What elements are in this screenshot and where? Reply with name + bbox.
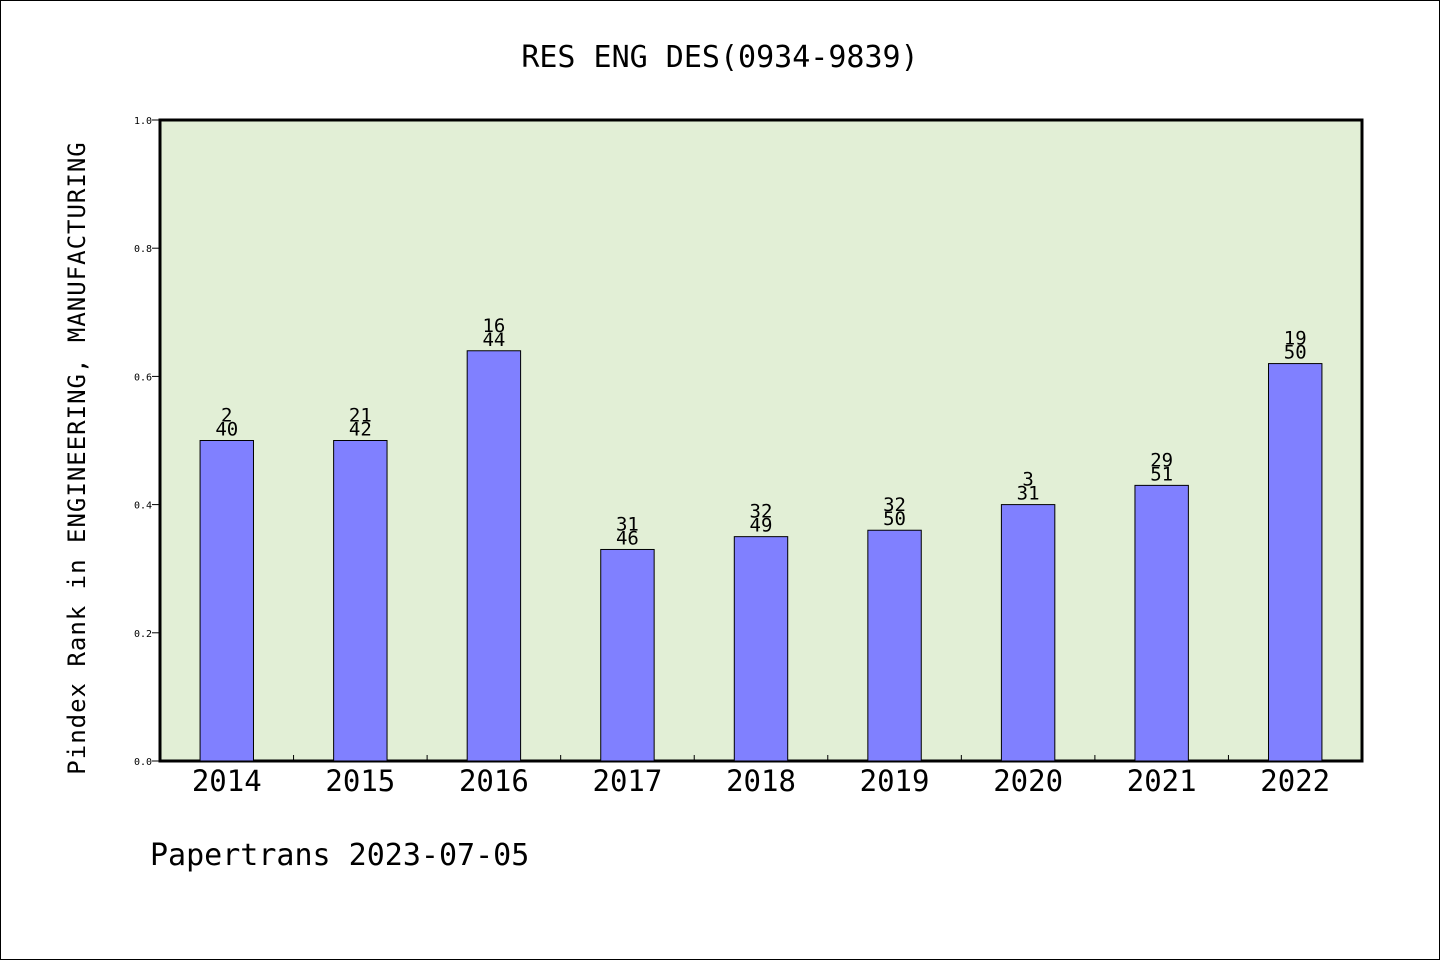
y-axis-ticks: 0.0 0.2 0.4 0.6 0.8 1.0 [134, 116, 160, 768]
x-tick-label: 2019 [860, 764, 930, 798]
bar-2018 [733, 536, 789, 762]
x-tick-label: 2021 [1127, 764, 1197, 798]
bar-label-total: 44 [482, 329, 505, 351]
bar-label-rank: 2 [221, 405, 232, 427]
y-tick-label: 1.0 [134, 116, 152, 127]
bar-series [199, 350, 1323, 762]
bar-label-rank: 31 [616, 513, 639, 535]
bar-label-rank: 3 [1022, 469, 1033, 491]
bar-label-rank: 16 [482, 315, 505, 337]
bar-2022 [1268, 363, 1323, 762]
bar-2014 [199, 440, 254, 762]
y-tick-label: 0.4 [134, 501, 152, 512]
bar-2021 [1134, 484, 1189, 762]
bar-2017 [600, 548, 655, 762]
bar-label-total: 50 [883, 508, 906, 530]
bar-label-rank: 32 [750, 501, 773, 523]
bar-label-total: 31 [1017, 483, 1040, 505]
bar-2020 [1000, 504, 1056, 762]
y-tick-label: 0.2 [134, 629, 152, 640]
bar-label-total: 51 [1150, 463, 1173, 485]
x-tick-label: 2018 [726, 764, 796, 798]
bar-label-total: 40 [215, 419, 238, 441]
bar-label-rank: 19 [1284, 328, 1307, 350]
y-axis-label: Pindex Rank in ENGINEERING, MANUFACTURIN… [63, 141, 91, 774]
y-tick-label: 0.8 [134, 244, 152, 255]
footer-credit: Papertrans 2023-07-05 [150, 838, 529, 873]
x-axis-ticks: 2014 2015 2016 2017 2018 2019 2020 2021 2022 [192, 755, 1330, 798]
bar-label-total: 50 [1284, 342, 1307, 364]
bar-2015 [333, 440, 388, 762]
chart-title: RES ENG DES(0934-9839) [521, 40, 918, 75]
bar-label-rank: 21 [349, 405, 372, 427]
bar-label-total: 49 [750, 515, 773, 537]
x-tick-label: 2022 [1260, 764, 1330, 798]
bar-2016 [466, 350, 522, 762]
x-tick-label: 2017 [593, 764, 663, 798]
x-tick-label: 2016 [459, 764, 529, 798]
x-tick-label: 2015 [325, 764, 395, 798]
y-tick-label: 0.6 [134, 372, 152, 383]
bar-label-rank: 32 [883, 494, 906, 516]
x-tick-label: 2020 [993, 764, 1063, 798]
bar-2019 [867, 529, 922, 762]
bar-label-total: 46 [616, 527, 639, 549]
x-tick-label: 2014 [192, 764, 262, 798]
bar-label-rank: 29 [1150, 449, 1173, 471]
bar-label-total: 42 [349, 419, 372, 441]
y-tick-label: 0.0 [134, 757, 152, 768]
